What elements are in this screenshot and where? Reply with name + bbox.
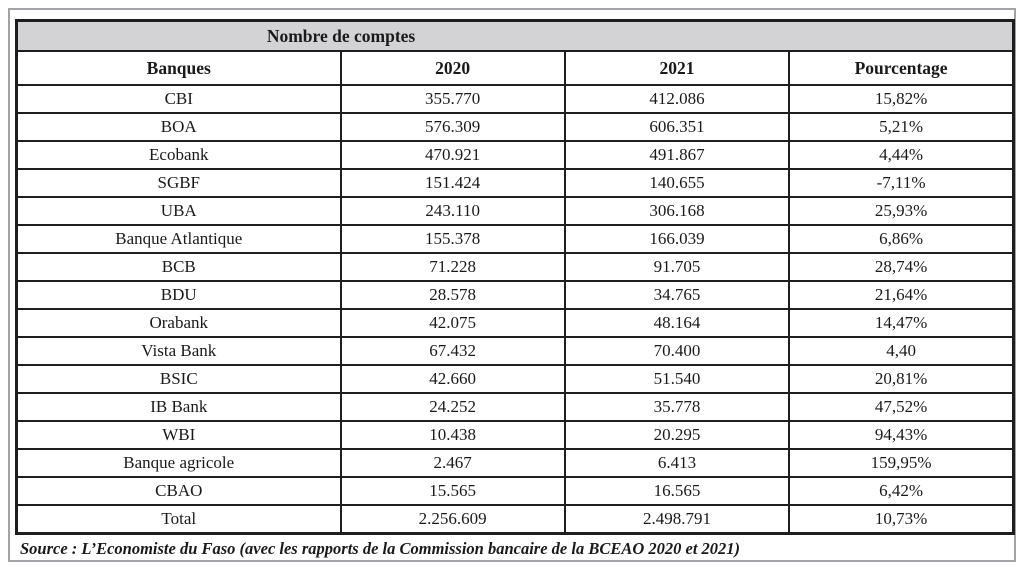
- bank-name-cell: Ecobank: [15, 140, 342, 170]
- value-2020-cell: 15.565: [339, 476, 566, 506]
- table-row: SGBF 151.424 140.655 -7,11%: [15, 168, 1015, 198]
- value-2020-cell: 42.660: [339, 364, 566, 394]
- pourcentage-cell: 10,73%: [788, 504, 1015, 535]
- table-row: Ecobank 470.921 491.867 4,44%: [15, 140, 1015, 170]
- table-row: Banque Atlantique 155.378 166.039 6,86%: [15, 224, 1015, 254]
- pourcentage-cell: 25,93%: [788, 196, 1015, 226]
- table-row: Vista Bank 67.432 70.400 4,40: [15, 336, 1015, 366]
- table-head: Nombre de comptes Banques 2020 2021 Pour…: [15, 19, 1015, 86]
- bank-name-cell: CBI: [15, 84, 342, 114]
- bank-name-cell: Total: [15, 504, 342, 535]
- column-header-2020: 2020: [339, 50, 566, 86]
- table-row: IB Bank 24.252 35.778 47,52%: [15, 392, 1015, 422]
- table-title: Nombre de comptes: [266, 25, 416, 46]
- value-2020-cell: 67.432: [339, 336, 566, 366]
- pourcentage-cell: 5,21%: [788, 112, 1015, 142]
- value-2021-cell: 91.705: [563, 252, 791, 282]
- bank-name-cell: BCB: [15, 252, 342, 282]
- value-2021-cell: 491.867: [563, 140, 791, 170]
- column-header-row: Banques 2020 2021 Pourcentage: [15, 50, 1015, 86]
- value-2020-cell: 42.075: [339, 308, 566, 338]
- value-2021-cell: 51.540: [563, 364, 791, 394]
- table-row: BOA 576.309 606.351 5,21%: [15, 112, 1015, 142]
- value-2021-cell: 48.164: [563, 308, 791, 338]
- column-header-banques: Banques: [15, 50, 342, 86]
- pourcentage-cell: 47,52%: [788, 392, 1015, 422]
- pourcentage-cell: -7,11%: [788, 168, 1015, 198]
- pourcentage-cell: 28,74%: [788, 252, 1015, 282]
- pourcentage-cell: 14,47%: [788, 308, 1015, 338]
- bank-name-cell: UBA: [15, 196, 342, 226]
- pourcentage-cell: 21,64%: [788, 280, 1015, 310]
- pourcentage-cell: 159,95%: [788, 448, 1015, 478]
- table-row: Total 2.256.609 2.498.791 10,73%: [15, 504, 1015, 535]
- value-2021-cell: 20.295: [563, 420, 791, 450]
- bank-name-cell: Vista Bank: [15, 336, 342, 366]
- bank-name-cell: BOA: [15, 112, 342, 142]
- value-2021-cell: 35.778: [563, 392, 791, 422]
- value-2020-cell: 2.256.609: [339, 504, 566, 535]
- value-2021-cell: 412.086: [563, 84, 791, 114]
- bank-name-cell: IB Bank: [15, 392, 342, 422]
- pourcentage-cell: 20,81%: [788, 364, 1015, 394]
- value-2020-cell: 2.467: [339, 448, 566, 478]
- table-title-row: Nombre de comptes: [15, 19, 1015, 52]
- value-2020-cell: 24.252: [339, 392, 566, 422]
- pourcentage-cell: 15,82%: [788, 84, 1015, 114]
- value-2020-cell: 155.378: [339, 224, 566, 254]
- value-2020-cell: 470.921: [339, 140, 566, 170]
- table-title-cell: Nombre de comptes: [15, 19, 1015, 52]
- table-row: CBAO 15.565 16.565 6,42%: [15, 476, 1015, 506]
- bank-name-cell: SGBF: [15, 168, 342, 198]
- table-row: UBA 243.110 306.168 25,93%: [15, 196, 1015, 226]
- value-2020-cell: 10.438: [339, 420, 566, 450]
- value-2020-cell: 71.228: [339, 252, 566, 282]
- value-2020-cell: 355.770: [339, 84, 566, 114]
- value-2021-cell: 306.168: [563, 196, 791, 226]
- value-2021-cell: 606.351: [563, 112, 791, 142]
- pourcentage-cell: 6,86%: [788, 224, 1015, 254]
- table-row: BSIC 42.660 51.540 20,81%: [15, 364, 1015, 394]
- table-row: WBI 10.438 20.295 94,43%: [15, 420, 1015, 450]
- value-2020-cell: 28.578: [339, 280, 566, 310]
- table-body: CBI 355.770 412.086 15,82% BOA 576.309 6…: [15, 84, 1015, 535]
- pourcentage-cell: 4,40: [788, 336, 1015, 366]
- value-2020-cell: 243.110: [339, 196, 566, 226]
- table-row: BCB 71.228 91.705 28,74%: [15, 252, 1015, 282]
- value-2021-cell: 2.498.791: [563, 504, 791, 535]
- source-note: Source : L’Economiste du Faso (avec les …: [20, 539, 741, 558]
- bank-name-cell: CBAO: [15, 476, 342, 506]
- value-2021-cell: 34.765: [563, 280, 791, 310]
- table-row: Banque agricole 2.467 6.413 159,95%: [15, 448, 1015, 478]
- table-row: CBI 355.770 412.086 15,82%: [15, 84, 1015, 114]
- accounts-table: Nombre de comptes Banques 2020 2021 Pour…: [15, 19, 1015, 535]
- value-2021-cell: 166.039: [563, 224, 791, 254]
- bank-name-cell: WBI: [15, 420, 342, 450]
- value-2021-cell: 16.565: [563, 476, 791, 506]
- column-header-2021: 2021: [563, 50, 791, 86]
- value-2021-cell: 6.413: [563, 448, 791, 478]
- bank-name-cell: Orabank: [15, 308, 342, 338]
- value-2021-cell: 70.400: [563, 336, 791, 366]
- table-row: Orabank 42.075 48.164 14,47%: [15, 308, 1015, 338]
- pourcentage-cell: 94,43%: [788, 420, 1015, 450]
- value-2020-cell: 151.424: [339, 168, 566, 198]
- bank-name-cell: Banque Atlantique: [15, 224, 342, 254]
- pourcentage-cell: 4,44%: [788, 140, 1015, 170]
- pourcentage-cell: 6,42%: [788, 476, 1015, 506]
- value-2021-cell: 140.655: [563, 168, 791, 198]
- bank-name-cell: Banque agricole: [15, 448, 342, 478]
- table-row: BDU 28.578 34.765 21,64%: [15, 280, 1015, 310]
- value-2020-cell: 576.309: [339, 112, 566, 142]
- bank-name-cell: BDU: [15, 280, 342, 310]
- bank-name-cell: BSIC: [15, 364, 342, 394]
- column-header-pourcentage: Pourcentage: [788, 50, 1015, 86]
